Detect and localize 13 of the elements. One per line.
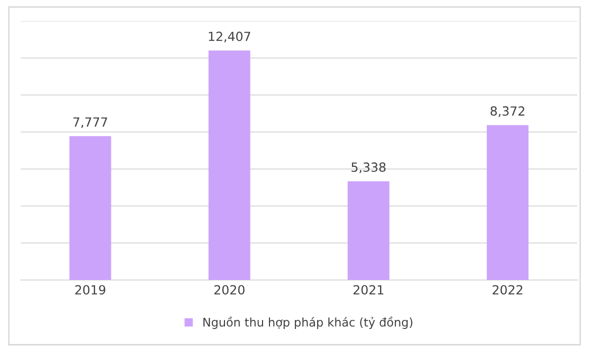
- data-label: 12,407: [208, 32, 250, 42]
- data-label: 8,372: [490, 106, 524, 118]
- x-tick-label: 2020: [214, 285, 244, 295]
- x-tick-label: 2019: [75, 285, 106, 295]
- bar: [348, 181, 390, 280]
- x-tick-label: 2022: [492, 285, 522, 295]
- bar: [486, 125, 529, 280]
- bar: [208, 50, 250, 280]
- data-label: 5,338: [352, 162, 386, 174]
- data-label: 7,777: [73, 117, 108, 128]
- bar: [69, 136, 112, 280]
- x-tick-label: 2021: [354, 285, 384, 295]
- legend-label: Nguồn thu hợp pháp khác (tỷ đồng): [203, 316, 412, 329]
